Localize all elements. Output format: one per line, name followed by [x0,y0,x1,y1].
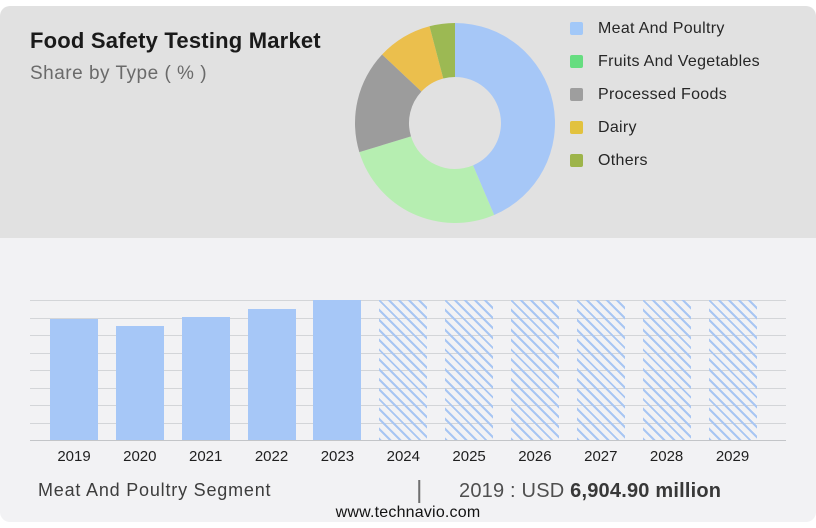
donut-legend: Meat And Poultry Fruits And Vegetables Pro… [570,12,760,177]
header-titles: Food Safety Testing Market Share by Type… [30,28,321,85]
legend-label: Dairy [598,118,637,136]
x-label-2022: 2022 [254,448,289,465]
legend-label: Meat And Poultry [598,19,725,37]
forecast-bar-2028 [642,300,691,440]
page-subtitle: Share by Type ( % ) [30,63,208,84]
x-label-2021: 2021 [189,448,223,465]
forecast-bar-2029 [708,300,757,440]
caption-value-prefix: 2019 : USD [459,480,571,502]
x-label-2025: 2025 [452,448,486,465]
website-url: www.technavio.com [335,504,481,521]
bar-2023 [313,300,362,440]
x-label-2029: 2029 [715,448,750,465]
donut-segment-others [429,23,455,79]
donut-segment-dairy [382,26,444,92]
donut-segment-meat-and-poultry [455,23,555,216]
legend-swatch-dairy [570,121,583,134]
legend-swatch-fruits-and-vegetables [570,55,583,68]
caption-value-bold: 6,904.90 million [570,480,722,502]
legend-item-meat-and-poultry: Meat And Poultry [570,12,760,45]
forecast-bar-2024 [379,300,428,440]
legend-label: Others [598,151,648,169]
caption-separator: | [416,476,423,504]
donut-segment-fruits-and-vegetables [359,136,495,223]
legend-item-processed-foods: Processed Foods [570,78,760,111]
segment-caption: Meat And Poultry Segment [38,480,272,500]
legend-swatch-processed-foods [570,88,583,101]
x-label-2026: 2026 [518,448,552,465]
x-axis-baseline [30,440,786,441]
x-label-2020: 2020 [123,448,157,465]
legend-item-dairy: Dairy [570,111,760,144]
bar-2020 [115,326,164,440]
forecast-bar-2025 [445,300,494,440]
donut-segment-processed-foods [355,54,422,153]
legend-swatch-others [570,154,583,167]
bar-2022 [247,309,296,440]
page-title: Food Safety Testing Market [30,28,321,53]
legend-label: Processed Foods [598,85,728,103]
legend-item-fruits-and-vegetables: Fruits And Vegetables [570,45,760,78]
x-label-2024: 2024 [386,448,420,465]
x-label-2027: 2027 [584,448,618,465]
x-label-2019: 2019 [57,448,91,465]
x-label-2028: 2028 [649,448,684,465]
caption-value: 2019 : USD 6,904.90 million [459,480,721,503]
forecast-bar-2026 [510,300,559,440]
legend-label: Fruits And Vegetables [598,52,760,70]
bar-2019 [50,319,98,440]
forecast-bar-2027 [576,300,625,440]
legend-swatch-meat-and-poultry [570,22,583,35]
donut-chart [355,23,555,223]
x-label-2023: 2023 [320,448,355,465]
bar-2021 [181,317,230,440]
legend-item-others: Others [570,144,760,177]
